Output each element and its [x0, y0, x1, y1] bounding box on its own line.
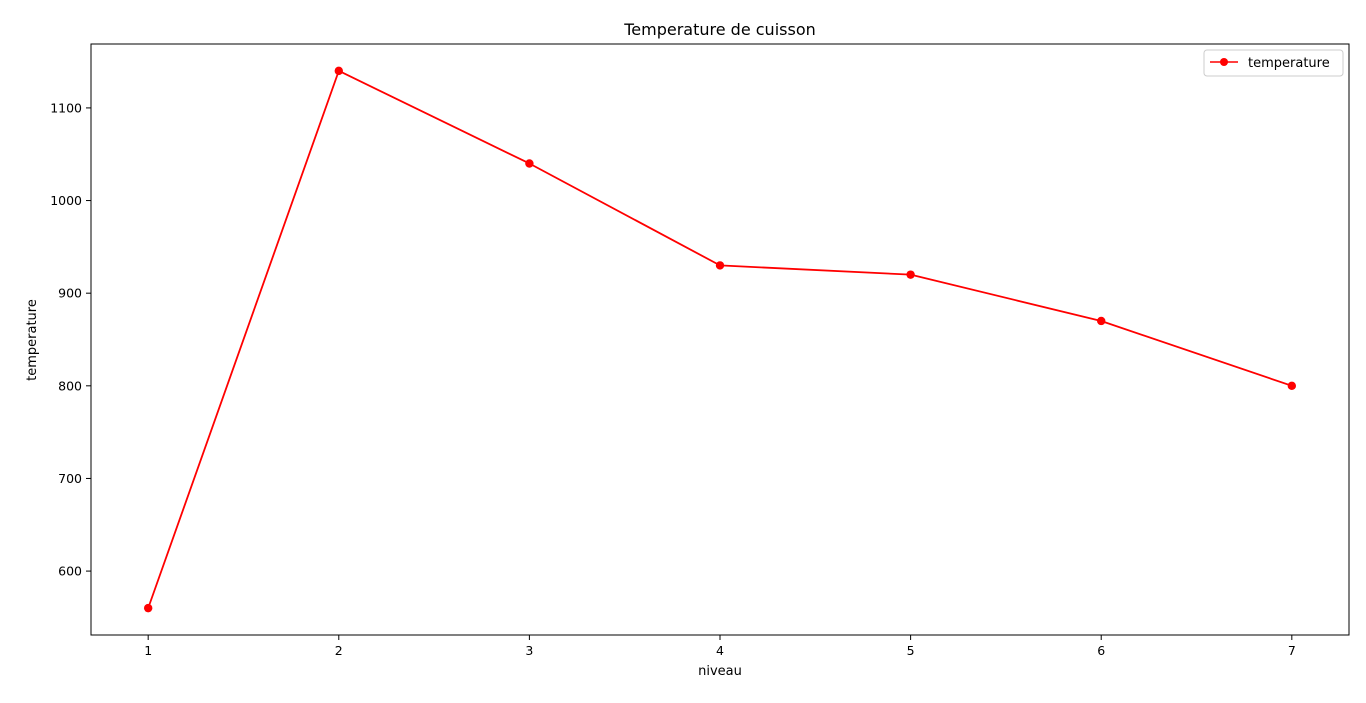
legend-label: temperature — [1248, 56, 1330, 71]
legend-marker-sample — [1220, 58, 1228, 66]
y-tick-label: 1100 — [50, 100, 82, 115]
data-point — [1097, 316, 1106, 326]
y-axis-label: temperature — [25, 299, 40, 381]
data-point — [715, 261, 725, 270]
x-tick-label: 1 — [144, 643, 152, 658]
y-tick-label: 1000 — [50, 193, 82, 208]
x-tick-label: 3 — [525, 643, 533, 658]
x-tick-label: 4 — [716, 643, 724, 658]
y-tick-label: 800 — [58, 378, 82, 393]
data-point — [334, 66, 343, 76]
x-tick-label: 6 — [1097, 643, 1105, 658]
x-axis-label: niveau — [698, 664, 742, 679]
data-point — [525, 159, 534, 168]
x-tick-label: 7 — [1288, 643, 1296, 658]
x-axis-ticks: 1 2 3 4 5 6 7 — [144, 635, 1296, 658]
chart-title: Temperature de cuisson — [623, 20, 816, 39]
legend-box — [1203, 49, 1344, 77]
y-tick-label: 600 — [58, 564, 82, 579]
data-point — [906, 270, 915, 279]
y-axis-ticks: 600 700 800 900 1000 1100 — [50, 100, 91, 579]
data-point — [143, 603, 153, 613]
x-tick-label: 5 — [907, 643, 915, 658]
series-layer — [143, 66, 1297, 613]
y-tick-label: 700 — [58, 471, 82, 486]
data-point — [1287, 381, 1297, 391]
x-tick-label: 2 — [335, 643, 343, 658]
plot-area — [90, 43, 1350, 636]
legend: temperature — [1203, 49, 1344, 77]
y-tick-label: 900 — [58, 286, 82, 301]
